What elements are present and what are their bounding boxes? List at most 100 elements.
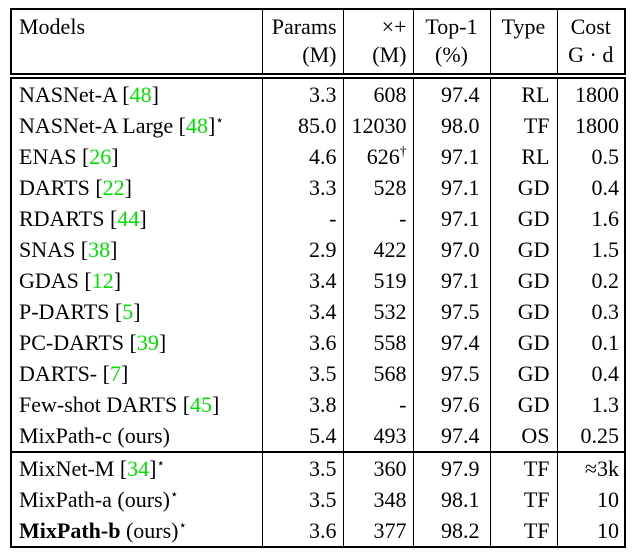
header-type-line1: Type	[501, 14, 546, 39]
cell-model: GDAS [12]	[10, 265, 263, 296]
cell-flops: 626†	[342, 141, 414, 172]
cell-params: 2.9	[261, 234, 344, 265]
table-header: Models Params (M) ×+ (M) Top-1 (%) Type	[10, 9, 626, 79]
table-row: P-DARTS [5] 3.4 532 97.5 GD 0.3	[10, 296, 626, 327]
citation-link[interactable]: 22	[102, 174, 125, 200]
cell-type: TF	[489, 484, 558, 515]
cell-top1: 97.4	[412, 327, 491, 358]
star-superscript: ⋆	[169, 486, 179, 502]
cell-cost: 1.3	[556, 389, 626, 420]
cell-cost: ≈3k	[556, 451, 626, 484]
cell-type: GD	[489, 234, 558, 265]
model-name: NASNet-A	[19, 81, 117, 107]
model-name: SNAS	[19, 236, 76, 262]
cell-model: DARTS- [7]	[10, 358, 263, 389]
model-name: ENAS	[19, 143, 77, 169]
cell-flops: 377	[342, 515, 414, 547]
cell-top1: 97.1	[412, 265, 491, 296]
cell-params: 3.5	[261, 358, 344, 389]
citation-link[interactable]: 48	[186, 112, 208, 138]
cell-model: NASNet-A [48]	[10, 76, 263, 110]
cell-top1: 97.5	[412, 358, 491, 389]
cell-type: TF	[489, 515, 558, 547]
header-params-line2: (M)	[302, 42, 337, 67]
table-row: RDARTS [44] - -97.1 GD 1.6	[10, 203, 626, 234]
cell-params: 3.5	[261, 451, 344, 484]
citation-link[interactable]: 26	[89, 143, 112, 169]
table-row: NASNet-A [48] 3.3 608 97.4 RL 1800	[10, 76, 626, 110]
header-row: Models Params (M) ×+ (M) Top-1 (%) Type	[10, 9, 626, 79]
cell-params: 5.4	[261, 420, 344, 452]
model-name: DARTS	[19, 174, 90, 200]
header-cost-line2: G · d	[568, 42, 614, 67]
cell-model: DARTS [22]	[10, 172, 263, 203]
cell-params: 3.6	[261, 327, 344, 358]
cell-flops: 422	[342, 234, 414, 265]
cell-cost: 1800	[556, 76, 626, 110]
cell-flops: 608	[342, 76, 414, 110]
cell-type: GD	[489, 265, 558, 296]
table-body-transfer: MixNet-M [34]⋆ 3.5 360 97.9 TF ≈3k MixPath-a (…	[10, 451, 626, 547]
cell-cost: 1.5	[556, 234, 626, 265]
cell-cost: 10	[556, 484, 626, 515]
cell-top1: 97.1	[412, 203, 491, 234]
cell-type: GD	[489, 389, 558, 420]
cell-cost: 0.1	[556, 327, 626, 358]
cell-top1: 97.1	[412, 141, 491, 172]
header-params-line1: Params	[271, 14, 337, 39]
citation-link[interactable]: 12	[91, 267, 114, 293]
cell-type: GD	[489, 327, 558, 358]
header-type: Type	[489, 9, 558, 79]
cell-model: ENAS [26]	[10, 141, 263, 172]
table-row: MixPath-c (ours) 5.4 493 97.4 OS 0.25	[10, 420, 626, 452]
citation-link[interactable]: 44	[117, 205, 140, 231]
header-flops-line1: ×+	[381, 14, 407, 39]
citation-link[interactable]: 45	[190, 391, 213, 417]
header-cost: Cost G · d	[556, 9, 626, 79]
cell-flops: 568	[342, 358, 414, 389]
header-params: Params (M)	[261, 9, 344, 79]
model-name: MixPath-a	[19, 486, 112, 512]
cell-top1: 98.1	[412, 484, 491, 515]
cell-params: 3.8	[261, 389, 344, 420]
citation-link[interactable]: 34	[127, 455, 150, 481]
table-row: MixPath-a (ours)⋆ 3.5 348 98.1 TF 10	[10, 484, 626, 515]
cell-flops: 519	[342, 265, 414, 296]
cell-type: GD	[489, 203, 558, 234]
cell-type: GD	[489, 296, 558, 327]
citation-link[interactable]: 48	[129, 81, 152, 107]
cell-model: MixNet-M [34]⋆	[10, 451, 263, 484]
citation-link[interactable]: 7	[109, 360, 121, 386]
model-name: DARTS-	[19, 360, 98, 386]
model-name: MixNet-M	[19, 455, 115, 481]
cell-flops: 493	[342, 420, 414, 452]
header-type-line2	[491, 41, 556, 69]
results-table: Models Params (M) ×+ (M) Top-1 (%) Type	[10, 8, 626, 548]
cell-flops: 348	[342, 484, 414, 515]
cell-params: 85.0	[261, 110, 344, 141]
cell-model: NASNet-A Large [48]⋆	[10, 110, 263, 141]
citation-link[interactable]: 39	[136, 329, 159, 355]
cell-cost: 0.5	[556, 141, 626, 172]
header-flops: ×+ (M)	[342, 9, 414, 79]
cell-model: MixPath-a (ours)⋆	[10, 484, 263, 515]
cell-params: 4.6	[261, 141, 344, 172]
table-row: MixPath-b (ours)⋆ 3.6 377 98.2 TF 10	[10, 515, 626, 547]
star-superscript: ⋆	[156, 455, 166, 471]
table-row: DARTS [22] 3.3 528 97.1 GD 0.4	[10, 172, 626, 203]
cell-params: 3.3	[261, 76, 344, 110]
cell-type: RL	[489, 141, 558, 172]
model-name: MixPath-c	[19, 422, 112, 448]
star-superscript: ⋆	[215, 112, 224, 128]
citation-link[interactable]: 38	[88, 236, 111, 262]
cell-type: GD	[489, 172, 558, 203]
cell-flops: -	[342, 389, 414, 420]
cell-params: 3.3	[261, 172, 344, 203]
citation-link[interactable]: 5	[122, 298, 134, 324]
table-row: DARTS- [7] 3.5 568 97.5 GD 0.4	[10, 358, 626, 389]
cell-params: 3.4	[261, 296, 344, 327]
cell-model: Few-shot DARTS [45]	[10, 389, 263, 420]
cell-flops: 558	[342, 327, 414, 358]
cell-top1: 97.9	[412, 451, 491, 484]
cell-cost: 0.4	[556, 172, 626, 203]
